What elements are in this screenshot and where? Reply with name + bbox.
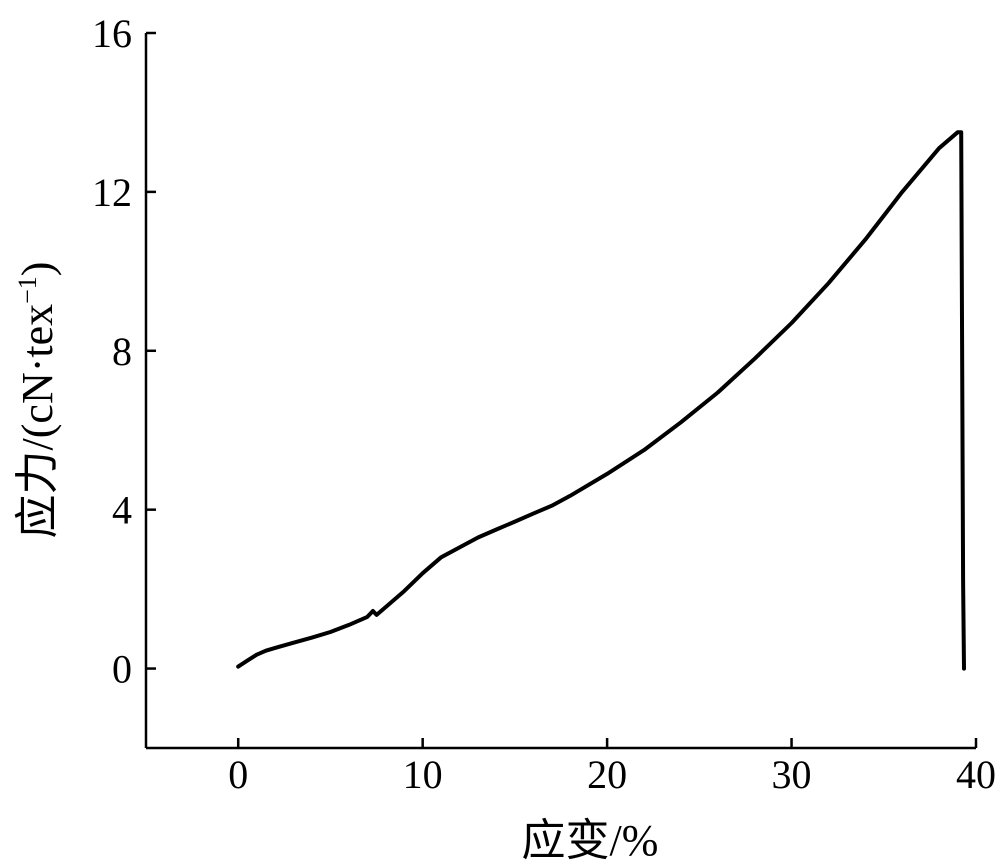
y-ticks: 0 4 8 12 16 [92,11,156,692]
y-tick-label: 8 [112,329,132,374]
x-tick-label: 40 [956,752,996,797]
x-tick-label: 30 [772,752,812,797]
y-tick-label: 0 [112,647,132,692]
y-axis-title-superscript: −1 [13,276,42,304]
x-ticks: 0 10 20 30 40 [228,738,996,797]
x-tick-label: 0 [228,752,248,797]
x-tick-label: 20 [587,752,627,797]
y-tick-label: 16 [92,11,132,56]
y-axis-title: 应力/(cN·tex−1) [13,262,62,539]
stress-strain-curve [236,130,966,671]
axes [144,33,976,750]
y-axis-title-close: ) [13,262,62,277]
x-tick-label: 10 [403,752,443,797]
y-tick-label: 4 [112,488,132,533]
y-tick-label: 12 [92,170,132,215]
x-axis-title: 应变/% [522,816,659,865]
y-axis-title-main: 应力/(cN·tex [13,304,62,539]
series-layer [236,130,966,671]
